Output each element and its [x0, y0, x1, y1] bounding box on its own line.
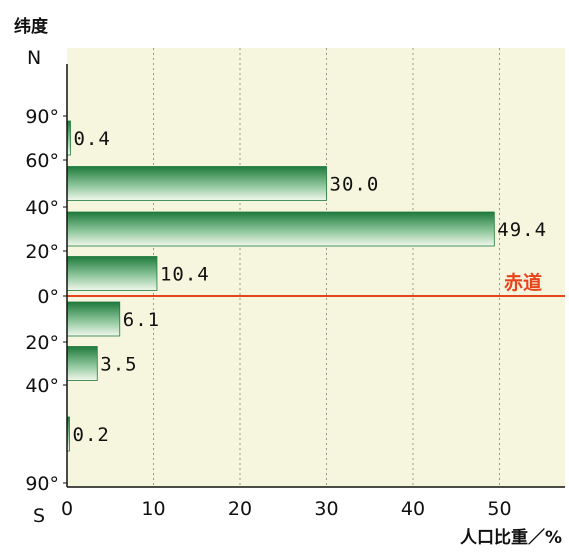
latitude-label: 90° [25, 473, 59, 495]
x-tick-label: 50 [487, 498, 511, 520]
bar [66, 211, 495, 247]
equator-label: 赤道 [504, 271, 542, 294]
bar [66, 256, 158, 291]
latitude-label: 40° [25, 197, 59, 219]
bar [66, 346, 98, 381]
x-tick-label: 0 [61, 498, 73, 520]
latitude-label: 0° [37, 286, 59, 308]
bar-value-label: 6.1 [123, 309, 160, 331]
latitude-label: 20° [25, 241, 59, 263]
bar [66, 166, 327, 201]
x-tick-label: 40 [401, 498, 425, 520]
bar-value-label: 3.5 [100, 354, 137, 376]
x-axis-title: 人口比重／% [460, 527, 562, 548]
latitude-label: 90° [25, 106, 59, 128]
latitude-labels: 90° 60° 40° 20° 0° 20° 40° 90° [25, 106, 67, 495]
bars: 0.4 30.0 49.4 10.4 6.1 3.5 0.2 [66, 120, 547, 452]
gridlines [153, 48, 500, 487]
bar-value-label: 49.4 [497, 219, 547, 241]
bar-value-label: 10.4 [160, 264, 210, 286]
bar-value-label: 0.2 [73, 424, 110, 446]
x-tick-label: 10 [141, 498, 165, 520]
bar [66, 301, 121, 337]
north-label: N [27, 47, 41, 69]
south-label: S [33, 505, 45, 527]
latitude-label: 20° [25, 332, 59, 354]
latitude-label: 60° [25, 150, 59, 172]
x-tick-label: 30 [314, 498, 338, 520]
bar-value-label: 0.4 [73, 128, 110, 150]
x-tick-labels: 0 10 20 30 40 50 [61, 498, 512, 520]
bar-value-label: 30.0 [330, 174, 380, 196]
x-tick-label: 20 [228, 498, 252, 520]
y-axis-title: 纬度 [14, 16, 49, 37]
latitude-label: 40° [25, 375, 59, 397]
